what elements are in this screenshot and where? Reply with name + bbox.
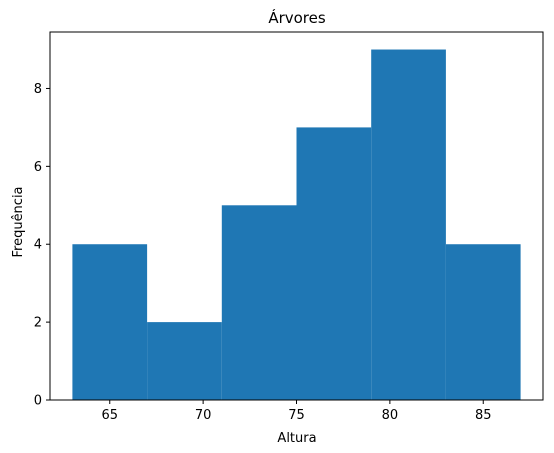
x-tick-label: 65 — [101, 408, 118, 423]
x-tick-label: 70 — [195, 408, 212, 423]
histogram-bar-2 — [221, 205, 297, 400]
histogram-bar-3 — [296, 127, 372, 400]
y-tick-label: 2 — [34, 316, 42, 331]
histogram-bar-0 — [72, 244, 148, 400]
y-tick-label: 4 — [34, 238, 42, 253]
x-tick-label: 75 — [288, 408, 305, 423]
y-axis-label: Frequência — [11, 186, 26, 257]
histogram-bar-4 — [371, 49, 446, 401]
chart-title: Árvores — [268, 8, 326, 27]
y-tick-label: 8 — [34, 82, 42, 97]
x-tick-label: 80 — [382, 408, 399, 423]
x-axis-label: Altura — [277, 431, 316, 446]
x-tick-label: 85 — [475, 408, 492, 423]
y-tick-label: 0 — [34, 394, 42, 409]
y-tick-label: 6 — [34, 160, 42, 175]
histogram-bar-5 — [445, 244, 521, 400]
histogram-bar-1 — [147, 322, 222, 400]
y-axis-ticks: 0 2 4 6 8 — [34, 82, 50, 409]
bars-group — [72, 49, 521, 401]
x-axis-ticks: 65 70 75 80 85 — [101, 400, 492, 423]
